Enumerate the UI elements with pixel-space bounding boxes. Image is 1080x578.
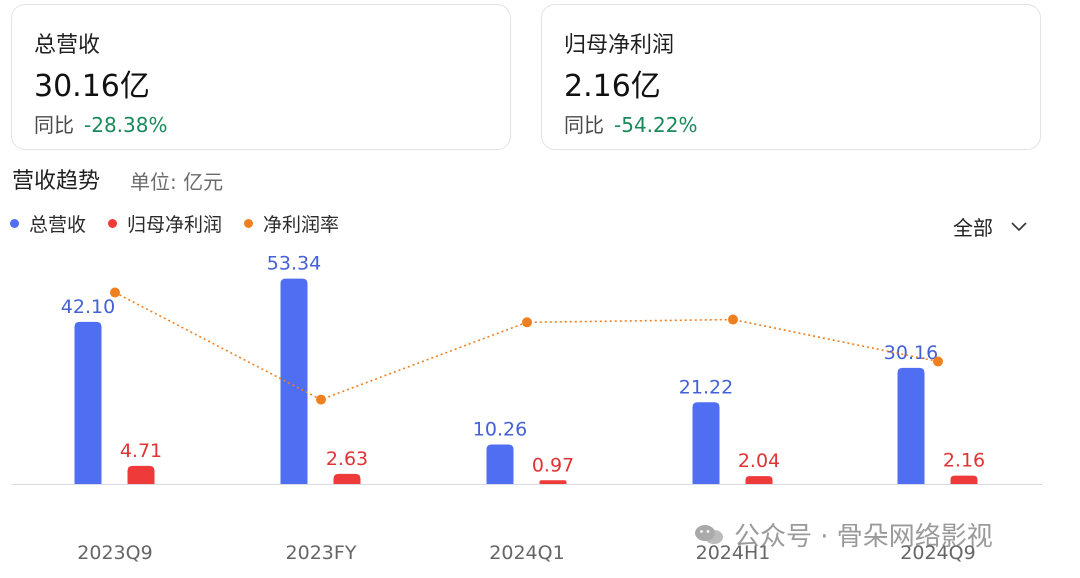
watermark: 公众号 · 骨朵网络影视 — [694, 516, 993, 553]
data-label-profit-2024Q1: 0.97 — [532, 454, 574, 476]
point-net-margin-2024Q9 — [933, 356, 943, 367]
legend-label-margin: 净利润率 — [263, 214, 340, 236]
wechat-icon — [694, 523, 724, 547]
data-label-revenue-2023Q9: 42.10 — [61, 296, 115, 318]
profit-yoy-value: -54.22% — [614, 113, 698, 137]
bar-profit-2023FY — [333, 473, 361, 484]
x-tick-label-2023FY: 2023FY — [286, 542, 357, 564]
period-filter-dropdown[interactable]: 全部 — [953, 212, 1027, 241]
data-label-revenue-2023FY: 53.34 — [267, 253, 321, 275]
bar-profit-2023Q9 — [127, 465, 155, 484]
data-label-profit-2024H1: 2.04 — [738, 450, 780, 472]
revenue-card[interactable]: 总营收 30.16亿 同比 -28.38% — [11, 4, 511, 150]
chart-legend: 总营收 归母净利润 净利润率 — [10, 210, 361, 237]
bar-profit-2024H1 — [745, 476, 773, 484]
profit-card-title: 归母净利润 — [564, 33, 675, 58]
profit-card[interactable]: 归母净利润 2.16亿 同比 -54.22% — [541, 4, 1041, 150]
revenue-card-value: 30.16亿 — [34, 69, 150, 104]
point-net-margin-2024H1 — [728, 314, 738, 325]
legend-dot-margin — [244, 219, 254, 228]
bar-revenue-2024Q1 — [486, 444, 514, 484]
data-label-revenue-2024H1: 21.22 — [679, 376, 733, 398]
x-tick-label-2024Q9: 2024Q9 — [900, 542, 975, 564]
legend-dot-revenue — [10, 219, 19, 228]
x-tick-label-2024H1: 2024H1 — [696, 542, 771, 564]
point-net-margin-2023Q9 — [110, 287, 120, 298]
data-label-profit-2023Q9: 4.71 — [120, 440, 162, 462]
point-net-margin-2023FY — [316, 394, 326, 405]
revenue-yoy-value: -28.38% — [84, 113, 168, 137]
bar-revenue-2024H1 — [692, 402, 720, 484]
data-label-profit-2023FY: 2.63 — [326, 448, 368, 470]
profit-card-value: 2.16亿 — [564, 69, 661, 104]
point-net-margin-2024Q1 — [522, 317, 532, 328]
bar-profit-2024Q9 — [950, 475, 978, 484]
data-label-profit-2024Q9: 2.16 — [943, 450, 985, 472]
line-net-margin — [114, 291, 939, 401]
bar-revenue-2023Q9 — [74, 321, 102, 484]
revenue-card-title: 总营收 — [34, 33, 101, 58]
watermark-text: 公众号 · 骨朵网络影视 — [734, 522, 993, 552]
section-title: 营收趋势 — [12, 169, 101, 194]
legend-item-profit[interactable]: 归母净利润 — [108, 210, 222, 237]
bar-revenue-2023FY — [280, 278, 308, 484]
legend-item-margin[interactable]: 净利润率 — [244, 210, 339, 237]
revenue-yoy-label: 同比 — [34, 113, 74, 137]
section-unit: 单位: 亿元 — [130, 170, 224, 194]
legend-label-revenue: 总营收 — [29, 214, 87, 236]
x-tick-label-2023Q9: 2023Q9 — [77, 542, 152, 564]
profit-card-yoy: 同比 -54.22% — [564, 109, 697, 138]
legend-item-revenue[interactable]: 总营收 — [10, 210, 86, 237]
bar-revenue-2024Q9 — [897, 367, 925, 484]
legend-dot-profit — [108, 219, 118, 228]
period-filter-label: 全部 — [953, 216, 993, 240]
x-tick-label-2024Q1: 2024Q1 — [489, 542, 564, 564]
data-label-revenue-2024Q9: 30.16 — [884, 342, 938, 364]
bar-profit-2024Q1 — [539, 480, 567, 484]
chevron-down-icon — [1011, 216, 1027, 237]
profit-yoy-label: 同比 — [564, 113, 604, 137]
data-label-revenue-2024Q1: 10.26 — [473, 418, 527, 440]
legend-label-profit: 归母净利润 — [127, 214, 223, 236]
revenue-card-yoy: 同比 -28.38% — [34, 109, 167, 138]
